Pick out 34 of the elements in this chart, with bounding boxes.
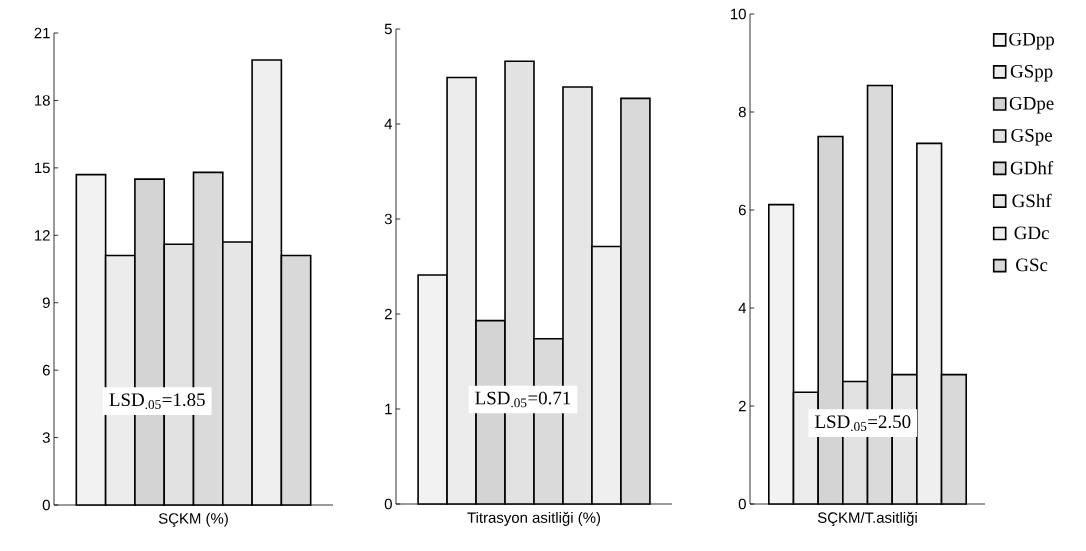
legend-label: GDhf: [1010, 160, 1054, 175]
x-axis-title: SÇKM/T.asitliği: [817, 511, 917, 526]
y-tick-label: 12: [35, 230, 50, 241]
y-tick-label: 0: [42, 499, 50, 511]
annotation: LSD$_{.05}$=0.71: [475, 391, 571, 408]
y-tick-label: 18: [35, 95, 50, 106]
legend-label: GSpe: [1011, 128, 1052, 146]
x-axis-title: SÇKM (%): [158, 512, 228, 527]
y-tick-label: 4: [384, 118, 393, 130]
legend-label: GSc: [1016, 258, 1048, 272]
x-axis-title: Titrasyon asitliği (%): [467, 511, 601, 526]
legend-label: GDpe: [1009, 96, 1054, 114]
y-tick-label: 0: [738, 498, 746, 510]
y-tick-label: 1: [385, 403, 392, 415]
y-tick-label: 5: [384, 23, 392, 35]
y-tick-label: 21: [34, 27, 50, 39]
legend-label: GShf: [1012, 193, 1052, 208]
y-tick-label: 2: [738, 400, 746, 412]
y-tick-label: 15: [35, 162, 50, 174]
y-tick-label: 8: [738, 106, 746, 118]
annotation: LSD$_{.05}$=1.85: [109, 393, 205, 409]
y-tick-label: 3: [42, 432, 50, 443]
y-tick-label: 2: [384, 308, 392, 320]
legend-label: GDpp: [1009, 32, 1055, 50]
legend-label: GSpp: [1010, 64, 1053, 82]
annotation: LSD$_{.05}$=2.50: [815, 415, 911, 431]
y-tick-label: 4: [738, 302, 747, 314]
y-tick-label: 10: [731, 8, 746, 20]
y-tick-label: 3: [384, 213, 392, 225]
y-tick-label: 0: [384, 498, 392, 510]
y-tick-label: 9: [42, 297, 50, 308]
y-tick-label: 6: [738, 204, 746, 216]
legend-label: GDc: [1014, 226, 1049, 240]
y-tick-label: 6: [42, 364, 50, 376]
